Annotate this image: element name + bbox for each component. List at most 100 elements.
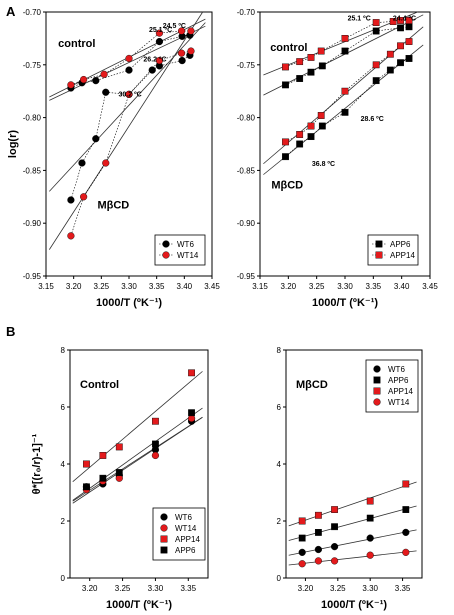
legend-label: APP6	[390, 240, 411, 249]
data-point	[307, 54, 315, 61]
data-point	[152, 440, 159, 448]
x-tick-label: 3.40	[394, 282, 410, 291]
legend-marker	[160, 513, 168, 521]
y-tick-label: 2	[277, 517, 282, 526]
x-tick-label: 3.20	[66, 282, 82, 291]
temperature-annotation: 24.4 ºC	[393, 15, 416, 22]
data-point	[366, 534, 374, 542]
data-point	[151, 451, 160, 460]
y-tick-label: -0.70	[237, 8, 256, 17]
data-point	[386, 66, 394, 74]
data-point	[298, 517, 306, 525]
data-point	[372, 77, 380, 85]
data-point	[80, 193, 88, 201]
data-point	[282, 153, 289, 161]
group-label: control	[58, 38, 95, 50]
temperature-annotation: 25.1 ºC	[348, 15, 371, 22]
legend-label: WT6	[388, 365, 405, 374]
data-point	[177, 49, 186, 57]
data-point	[282, 63, 289, 71]
data-point	[314, 545, 322, 554]
data-point	[331, 523, 338, 531]
fit-line	[263, 26, 424, 165]
fit-line	[288, 550, 417, 566]
y-tick-label: 6	[61, 403, 66, 412]
data-point	[318, 62, 326, 70]
x-tick-label: 3.25	[330, 584, 346, 593]
y-tick-label: -0.90	[23, 219, 42, 228]
data-point	[78, 159, 86, 167]
data-point	[397, 59, 404, 67]
data-point	[188, 409, 195, 417]
y-tick-label: -0.75	[23, 61, 42, 70]
data-point	[372, 19, 380, 26]
data-point	[314, 529, 322, 536]
series-line	[70, 50, 192, 236]
temperature-annotation: 25.1 ºC	[149, 27, 172, 34]
x-tick-label: 3.25	[309, 282, 325, 291]
legend-marker	[373, 365, 381, 373]
x-tick-label: 3.30	[337, 282, 353, 291]
legend-marker	[373, 398, 381, 406]
data-point	[155, 37, 164, 46]
data-point	[397, 17, 404, 24]
data-point	[314, 511, 322, 519]
x-tick-label: 3.30	[362, 584, 378, 593]
legend-label: APP6	[388, 376, 409, 385]
data-point	[102, 88, 110, 96]
x-tick-label: 3.45	[422, 282, 438, 291]
y-tick-label: 0	[277, 574, 282, 583]
data-point	[152, 417, 159, 425]
data-point	[296, 140, 304, 148]
legend-label: APP14	[388, 387, 413, 396]
data-point	[314, 557, 322, 565]
data-point	[188, 369, 195, 377]
y-tick-label: 4	[277, 460, 282, 469]
data-point	[307, 122, 315, 130]
data-point	[155, 56, 164, 65]
legend-box	[367, 234, 419, 266]
x-tick-label: 3.15	[38, 282, 54, 291]
x-axis-label: 1000/T (ºK⁻¹)	[106, 599, 172, 611]
y-tick-label: -0.95	[237, 272, 256, 281]
data-point	[148, 66, 156, 74]
data-point	[67, 81, 75, 89]
x-tick-label: 3.20	[82, 584, 98, 593]
temperature-annotation: 36.8 ºC	[312, 161, 335, 168]
y-tick-label: 8	[61, 346, 66, 355]
data-point	[92, 135, 100, 143]
group-label: MβCD	[271, 179, 303, 191]
x-tick-label: 3.35	[395, 584, 411, 593]
y-tick-label: -0.90	[237, 219, 256, 228]
legend-marker	[373, 387, 381, 395]
fit-line	[288, 529, 417, 556]
x-axis-label: 1000/T (ºK⁻¹)	[321, 599, 387, 611]
data-point	[402, 506, 410, 513]
data-point	[80, 75, 88, 84]
legend-label: WT6	[177, 240, 194, 249]
y-tick-label: -0.75	[237, 61, 256, 70]
y-tick-label: 6	[277, 403, 282, 412]
temperature-annotation: 24.5 ºC	[163, 23, 186, 30]
data-point	[397, 24, 404, 32]
data-point	[83, 460, 90, 468]
data-point	[282, 138, 289, 146]
legend-marker	[373, 376, 381, 384]
data-point	[405, 23, 413, 31]
legend-marker	[375, 240, 383, 248]
data-point	[115, 469, 123, 476]
data-point	[100, 70, 108, 78]
data-point	[187, 47, 195, 55]
data-point	[307, 68, 315, 76]
x-axis-label: 1000/T (ºK⁻¹)	[96, 297, 162, 309]
series-line	[285, 58, 410, 157]
legend-marker	[160, 546, 168, 554]
temperature-annotation: 26.2 ºC	[143, 57, 166, 64]
data-point	[102, 159, 110, 167]
fit-line	[72, 416, 203, 504]
panel-title: MβCD	[296, 379, 328, 391]
data-point	[99, 452, 107, 459]
data-point	[298, 548, 306, 556]
x-tick-label: 3.20	[281, 282, 297, 291]
